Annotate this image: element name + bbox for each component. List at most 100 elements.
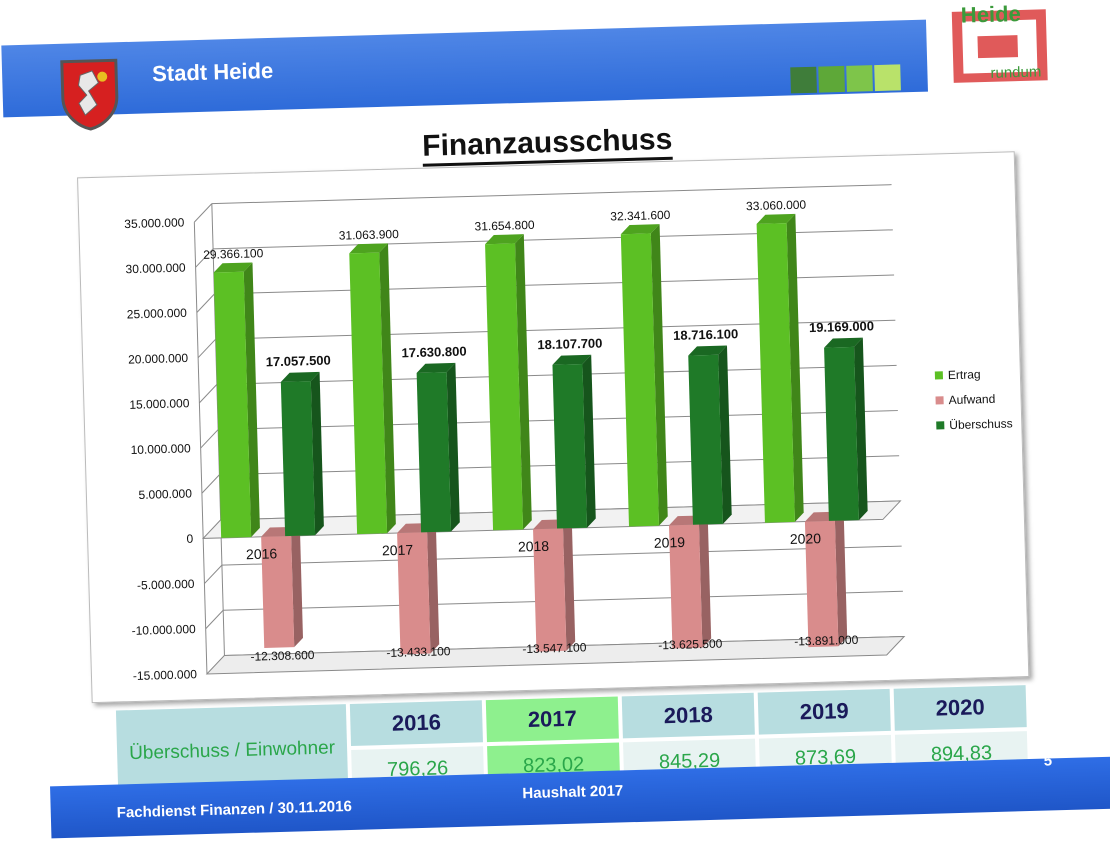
ueberschuss-bar — [280, 381, 316, 537]
legend-swatch — [936, 421, 945, 430]
ueberschuss-bar — [688, 354, 723, 525]
y-tick-label: -5.000.000 — [137, 577, 195, 593]
aufwand-bar — [397, 532, 431, 655]
ertrag-bar-top — [756, 213, 796, 224]
grid-depth-line — [205, 609, 224, 630]
ertrag-bar-side — [650, 224, 668, 526]
aufwand-bar-side — [563, 519, 576, 651]
table-year-2018: 2018 — [621, 692, 755, 739]
aufwand-bar-side — [291, 526, 303, 648]
ueberschuss-bar — [824, 346, 859, 521]
ertrag-bar-top — [485, 234, 524, 245]
aufwand-data-label: -13.891.000 — [794, 633, 859, 649]
grid-depth-line — [197, 338, 216, 359]
grid-depth-line — [204, 564, 223, 584]
heide-rundum-logo: Heide rundum — [951, 1, 1048, 83]
page-number: 5 — [1043, 752, 1053, 770]
aufwand-bar-side — [834, 511, 848, 647]
grid-depth-line — [199, 384, 218, 404]
grid-depth-line — [193, 203, 213, 223]
y-tick-label: -15.000.000 — [133, 667, 198, 683]
legend-label: Überschuss — [949, 416, 1013, 432]
bottom-floor — [205, 635, 906, 675]
ertrag-bar-side — [243, 262, 260, 538]
aufwand-data-label: -12.308.600 — [250, 648, 315, 664]
ertrag-bar-top — [349, 243, 388, 254]
grid-depth-line — [195, 248, 214, 268]
ueberschuss-data-label: 19.169.000 — [809, 318, 874, 335]
y-tick-label: -10.000.000 — [131, 622, 196, 638]
aufwand-data-label: -13.547.100 — [522, 640, 587, 656]
grid-depth-line — [200, 429, 219, 449]
y-tick-label: 5.000.000 — [138, 487, 192, 502]
ueberschuss-bar-side — [582, 354, 596, 528]
aufwand-bar — [261, 535, 295, 649]
logo-text-bottom: rundum — [990, 63, 1041, 81]
y-axis-line — [193, 222, 208, 674]
coat-of-arms-icon — [60, 58, 119, 131]
ertrag-bar-side — [786, 213, 804, 522]
grid-depth-line — [196, 293, 215, 313]
ueberschuss-data-label: 18.716.100 — [673, 326, 738, 343]
legend-label: Ertrag — [948, 367, 981, 382]
ueberschuss-data-label: 17.630.800 — [401, 344, 466, 361]
ueberschuss-data-label: 17.057.500 — [266, 353, 331, 370]
gridline — [211, 184, 892, 205]
table-year-2020: 2020 — [893, 685, 1027, 731]
ueberschuss-bar-top — [280, 371, 320, 382]
y-tick-label: 25.000.000 — [127, 306, 188, 322]
ueberschuss-data-label: 18.107.700 — [537, 335, 602, 352]
ueberschuss-bar-side — [718, 345, 732, 524]
table-year-2016: 2016 — [349, 700, 483, 746]
aufwand-bar — [668, 524, 703, 649]
logo-text-top: Heide — [961, 1, 1022, 28]
grid-depth-line — [201, 474, 220, 494]
x-category-label: 2020 — [790, 530, 822, 547]
x-category-label: 2016 — [246, 545, 278, 562]
ertrag-bar — [756, 223, 795, 523]
legend-swatch — [934, 371, 944, 380]
ueberschuss-bar-top — [688, 345, 727, 356]
legend-swatch — [935, 396, 944, 405]
ueberschuss-bar — [552, 364, 588, 529]
ertrag-bar-side — [379, 243, 396, 534]
aufwand-bar — [533, 528, 567, 652]
x-category-label: 2017 — [382, 542, 414, 559]
ueberschuss-bar-side — [310, 371, 324, 536]
ertrag-data-label: 31.063.900 — [339, 227, 400, 243]
footer-center: Haushalt 2017 — [522, 782, 624, 803]
ertrag-bar-top — [213, 262, 253, 273]
ertrag-data-label: 31.654.800 — [474, 218, 535, 234]
aufwand-bar-side — [427, 522, 440, 654]
ueberschuss-bar-top — [824, 337, 863, 348]
ueberschuss-bar — [416, 372, 452, 533]
ertrag-bar-side — [515, 234, 532, 530]
y-tick-label: 20.000.000 — [128, 351, 189, 367]
table-year-2019: 2019 — [757, 688, 891, 735]
ertrag-bar — [213, 271, 252, 538]
ertrag-data-label: 33.060.000 — [746, 198, 807, 214]
ueberschuss-bar-top — [552, 354, 592, 365]
ertrag-bar-top — [620, 224, 660, 235]
ertrag-data-label: 29.366.100 — [203, 246, 264, 262]
y-tick-label: 0 — [186, 532, 193, 546]
aufwand-data-label: -13.433.100 — [386, 644, 451, 660]
ertrag-data-label: 32.341.600 — [610, 208, 671, 224]
y-tick-label: 35.000.000 — [124, 215, 185, 231]
aufwand-data-label: -13.625.500 — [658, 637, 723, 653]
x-category-label: 2019 — [654, 534, 686, 551]
ertrag-bar — [349, 252, 388, 535]
ertrag-bar — [485, 243, 524, 531]
x-category-label: 2018 — [518, 538, 550, 555]
y-tick-label: 10.000.000 — [130, 441, 191, 457]
table-year-2017: 2017 — [485, 696, 619, 743]
legend-label: Aufwand — [948, 392, 995, 407]
y-tick-label: 30.000.000 — [125, 261, 186, 277]
y-tick-label: 15.000.000 — [129, 396, 190, 412]
ueberschuss-bar-top — [416, 362, 456, 374]
aufwand-bar-side — [698, 515, 712, 648]
ueberschuss-bar-side — [854, 337, 868, 521]
aufwand-bar — [804, 520, 839, 648]
